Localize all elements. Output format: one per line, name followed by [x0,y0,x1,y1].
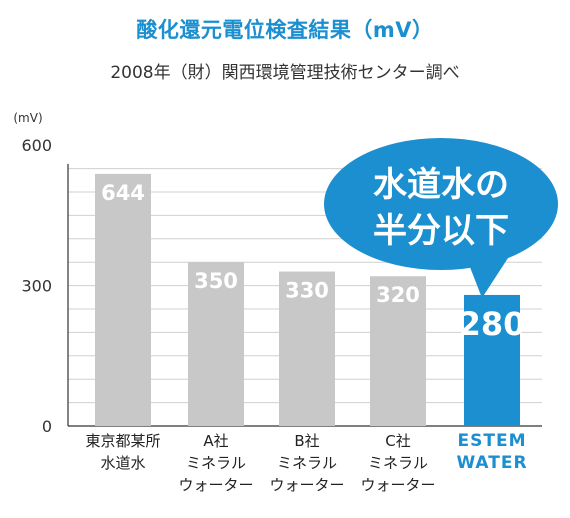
y-tick-label: 0 [42,417,52,436]
x-category-label: 東京都某所 [85,432,160,450]
y-axis-unit-label: (mV) [13,111,42,125]
y-tick-label: 600 [21,136,52,155]
bar-value-label: 644 [101,181,145,205]
x-category-label: ミネラル [277,454,337,472]
chart-title: 酸化還元電位検査結果（mV） [136,18,434,42]
x-category-label: ウォーター [178,476,253,494]
bar-value-label: 280 [459,305,526,343]
x-category-label: B社 [294,432,319,450]
x-category-label: C社 [385,432,410,450]
callout-bubble [324,138,558,270]
bar-value-label: 350 [194,269,238,293]
bar [279,271,335,426]
x-category-label: ウォーター [360,476,435,494]
callout-text: 半分以下 [373,211,509,251]
x-category-label: ESTEM [458,431,527,451]
bar [370,276,426,426]
bar-value-label: 330 [285,279,329,303]
x-category-label: ミネラル [186,454,246,472]
x-category-label: WATER [456,453,527,473]
x-category-label: ウォーター [269,476,344,494]
bar [95,173,151,426]
chart-subtitle: 2008年（財）関西環境管理技術センター調べ [110,63,460,83]
x-category-label: 水道水 [100,454,145,472]
callout-tail [468,258,508,298]
bar-value-label: 320 [376,283,420,307]
bar [464,294,520,426]
x-category-label: ミネラル [368,454,428,472]
callout-text: 水道水の [373,165,509,205]
bar [188,262,244,426]
y-tick-label: 300 [21,277,52,296]
x-category-label: A社 [203,432,228,450]
